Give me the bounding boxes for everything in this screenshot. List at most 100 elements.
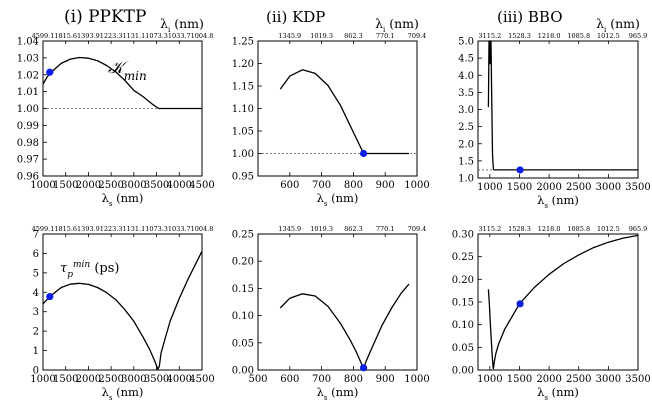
y-tick-label: 0.30 xyxy=(452,230,474,241)
top-tick-label: 709.4 xyxy=(408,32,427,40)
top-axis-label: λi (nm) xyxy=(160,16,204,34)
y-tick-label: 0.97 xyxy=(17,155,39,166)
x-axis-label: λs (nm) xyxy=(537,385,579,402)
x-tick-label: 4500 xyxy=(189,180,214,191)
y-tick-label: 0.20 xyxy=(232,257,254,268)
series-line xyxy=(487,40,638,171)
y-tick-label: 1.25 xyxy=(232,37,254,48)
column-title-kdp: (ii) KDP xyxy=(266,8,325,26)
plot-frame xyxy=(257,40,418,177)
plot-frame xyxy=(257,233,418,371)
top-tick-label: 1528.3 xyxy=(508,225,531,233)
y-tick-label: 2 xyxy=(33,327,39,338)
x-tick-label: 1500 xyxy=(507,182,532,193)
y-tick-label: 1.05 xyxy=(232,127,254,138)
y-tick-label: 1.5 xyxy=(458,156,474,167)
x-axis-label: λs (nm) xyxy=(317,191,359,208)
x-axis-label: λs (nm) xyxy=(102,385,144,402)
x-tick-label: 600 xyxy=(280,180,299,191)
top-tick-label: 1345.9 xyxy=(278,225,301,233)
top-tick-label: 1019.3 xyxy=(310,32,333,40)
x-tick-label: 700 xyxy=(312,180,331,191)
y-tick-label: 0.20 xyxy=(452,275,474,286)
column-title-ppktp: (i) PPKTP xyxy=(64,7,146,27)
top-tick-label: 1019.3 xyxy=(310,225,333,233)
top-tick-label: 770.1 xyxy=(376,32,395,40)
y-tick-label: 1.03 xyxy=(17,53,39,64)
top-tick-label: 1085.8 xyxy=(567,32,590,40)
y-tick-label: 0.99 xyxy=(17,121,39,132)
y-tick-label: 1.10 xyxy=(232,104,254,115)
y-tick-label: 1 xyxy=(33,346,39,357)
y-tick-label: 0.05 xyxy=(232,338,254,349)
x-tick-label: 1500 xyxy=(507,374,532,385)
top-tick-label: 1033.7 xyxy=(168,32,191,40)
y-tick-label: 1.00 xyxy=(17,104,39,115)
top-tick-label: 1345.9 xyxy=(278,32,301,40)
y-tick-label: 5.0 xyxy=(458,37,474,48)
top-tick-label: 4599.1 xyxy=(32,32,55,40)
plot-frame xyxy=(477,233,639,371)
annotation-kmin: 𝒦min xyxy=(108,58,147,83)
top-tick-label: 1223.3 xyxy=(100,32,123,40)
top-axis-label: λi (nm) xyxy=(596,16,640,34)
y-tick-label: 7 xyxy=(33,230,39,241)
x-tick-label: 2500 xyxy=(98,374,123,385)
y-tick-label: 4.0 xyxy=(458,71,474,82)
annotation-tau: τpmin (ps) xyxy=(60,260,119,280)
x-tick-label: 2500 xyxy=(566,182,591,193)
top-tick-label: 709.4 xyxy=(408,225,427,233)
series-line xyxy=(487,234,639,370)
column-title-bbo: (iii) BBO xyxy=(497,8,563,26)
y-tick-label: 1.04 xyxy=(17,37,39,48)
y-tick-label: 1.02 xyxy=(17,70,39,81)
x-tick-label: 1000 xyxy=(404,180,429,191)
x-tick-label: 3000 xyxy=(121,180,146,191)
top-tick-label: 862.3 xyxy=(344,32,363,40)
x-tick-label: 1000 xyxy=(477,374,502,385)
x-axis-label: λs (nm) xyxy=(317,385,359,402)
series-line xyxy=(42,56,202,110)
x-tick-label: 3000 xyxy=(121,374,146,385)
y-tick-label: 2.5 xyxy=(458,122,474,133)
top-tick-label: 1073.3 xyxy=(145,225,168,233)
top-tick-label: 1815.6 xyxy=(54,225,77,233)
y-tick-label: 1.0 xyxy=(458,174,474,185)
x-tick-label: 800 xyxy=(344,374,363,385)
x-tick-label: 3000 xyxy=(596,374,621,385)
top-tick-label: 1012.5 xyxy=(597,225,620,233)
series-line xyxy=(279,283,410,369)
y-tick-label: 0.95 xyxy=(232,172,254,183)
x-tick-label: 3500 xyxy=(144,374,169,385)
x-tick-label: 500 xyxy=(248,374,267,385)
y-tick-label: 1.01 xyxy=(17,87,39,98)
top-tick-label: 770.1 xyxy=(376,225,395,233)
plot-frame xyxy=(42,233,203,371)
top-tick-label: 862.3 xyxy=(344,225,363,233)
top-tick-label: 1393.9 xyxy=(77,225,100,233)
x-tick-label: 700 xyxy=(312,374,331,385)
top-tick-label: 1218.0 xyxy=(538,32,561,40)
x-tick-label: 2500 xyxy=(98,180,123,191)
y-tick-label: 0.10 xyxy=(452,320,474,331)
y-tick-label: 1.15 xyxy=(232,82,254,93)
y-tick-label: 0 xyxy=(33,366,39,377)
top-tick-label: 1012.5 xyxy=(597,32,620,40)
x-tick-label: 600 xyxy=(280,374,299,385)
x-tick-label: 4500 xyxy=(189,374,214,385)
x-tick-label: 2000 xyxy=(536,182,561,193)
x-tick-label: 1000 xyxy=(30,180,55,191)
series-line xyxy=(279,69,409,155)
y-tick-label: 6 xyxy=(33,249,39,260)
panel-bbo_k: 1000 1500 2000 2500 3000 3500 1.0 1.5 2.0 2.5 3.0 3… xyxy=(458,16,651,210)
x-tick-label: 4000 xyxy=(167,180,192,191)
y-tick-label: 0.25 xyxy=(452,252,474,263)
y-tick-label: 0.00 xyxy=(232,366,254,377)
y-tick-label: 0.96 xyxy=(17,172,39,183)
y-tick-label: 4.5 xyxy=(458,54,474,65)
x-tick-label: 2000 xyxy=(536,374,561,385)
x-tick-label: 2000 xyxy=(76,180,101,191)
y-tick-label: 0.98 xyxy=(17,138,39,149)
x-axis-label: λs (nm) xyxy=(537,193,579,210)
top-tick-label: 1528.3 xyxy=(508,32,531,40)
